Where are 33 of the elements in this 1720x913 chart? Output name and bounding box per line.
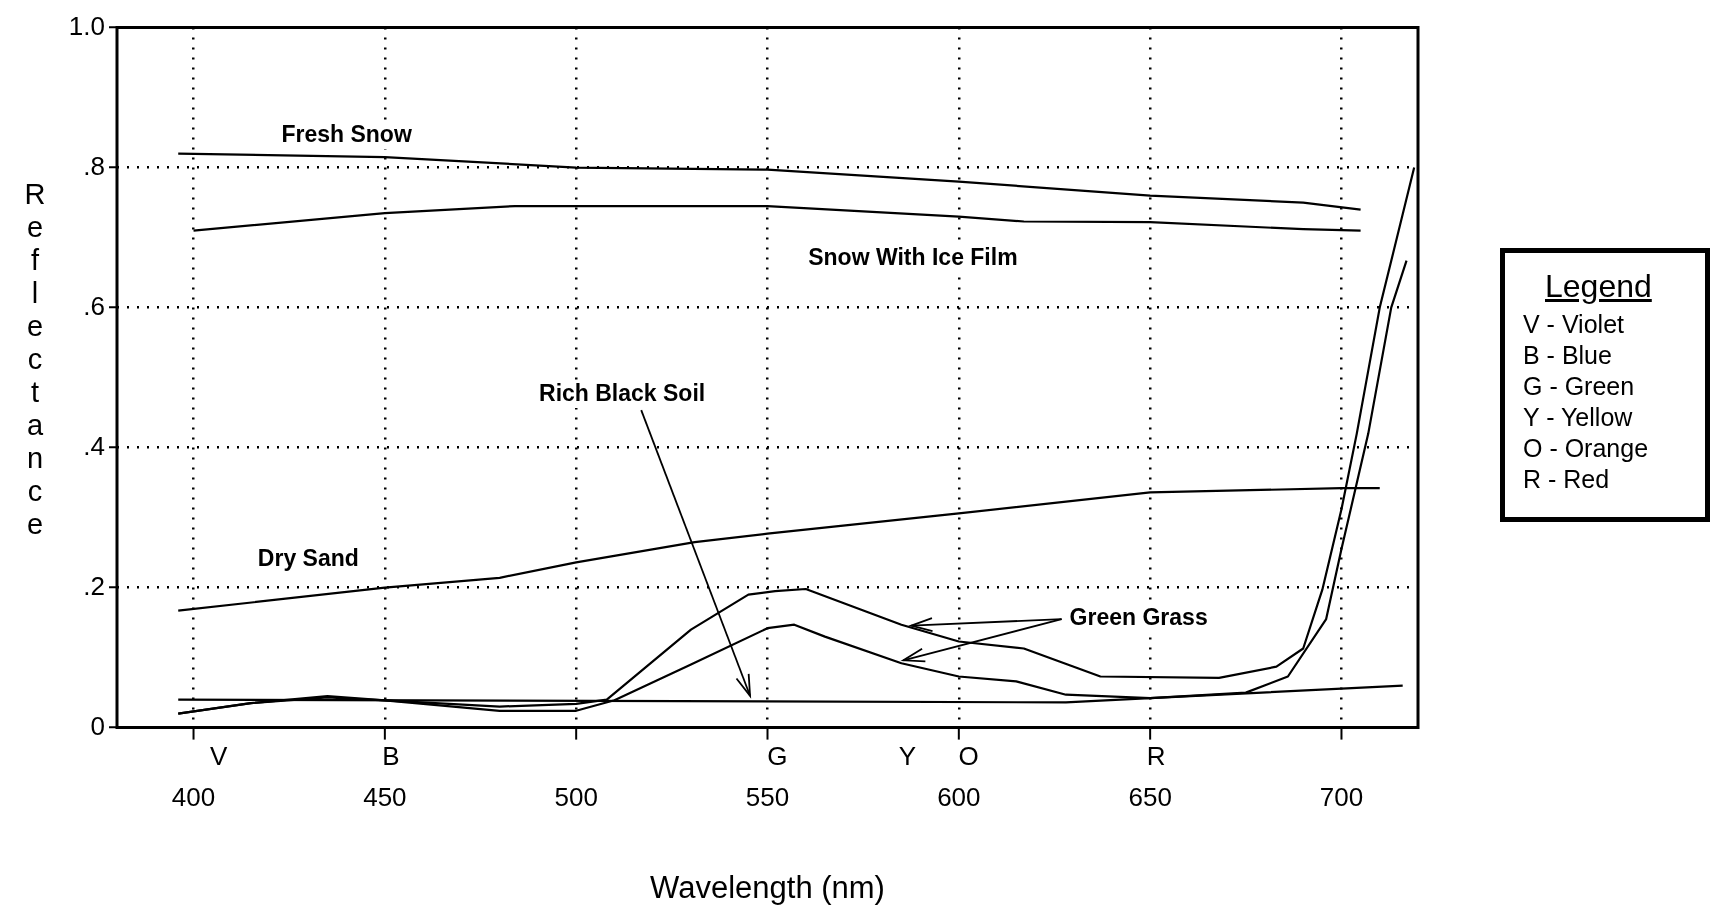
text: Y [898, 740, 917, 771]
text: G - Green [1523, 371, 1636, 402]
x-tick-label: 400 [171, 782, 216, 813]
x-tick-label: 650 [1128, 782, 1172, 813]
text: O - Orange [1523, 433, 1650, 464]
series-label: Fresh Snow [281, 121, 412, 148]
text: V - Violet [1523, 309, 1625, 340]
text: B [382, 740, 400, 771]
y-tick-label: .2 [83, 570, 105, 601]
text: Legend [1544, 267, 1653, 306]
x-tick-label: 600 [937, 782, 981, 813]
series-label: Green Grass [1069, 604, 1208, 631]
x-tick-label: 450 [363, 782, 407, 813]
text: G [767, 740, 788, 771]
text: B - Blue [1523, 340, 1613, 371]
series-label: Dry Sand [257, 544, 359, 571]
text: R - Red [1523, 464, 1611, 495]
y-tick-label: .6 [83, 290, 105, 321]
x-tick-label: 500 [554, 782, 598, 813]
text: V [209, 740, 228, 771]
y-tick-label: 0 [90, 710, 105, 741]
x-tick-label: 700 [1319, 782, 1364, 813]
text: Rich Black Soil [539, 380, 706, 407]
text: R [1146, 740, 1166, 771]
text: O [958, 740, 979, 771]
text: Y - Yellow [1523, 402, 1634, 433]
series-label: Snow With Ice Film [808, 243, 1018, 270]
y-axis-title: Reflectance [18, 178, 52, 541]
x-axis-title: Wavelength (nm) [650, 869, 885, 905]
x-tick-label: 550 [745, 782, 790, 813]
y-tick-label: .4 [83, 430, 105, 461]
y-tick-label: 1.0 [68, 10, 105, 41]
y-tick-label: .8 [83, 150, 105, 181]
